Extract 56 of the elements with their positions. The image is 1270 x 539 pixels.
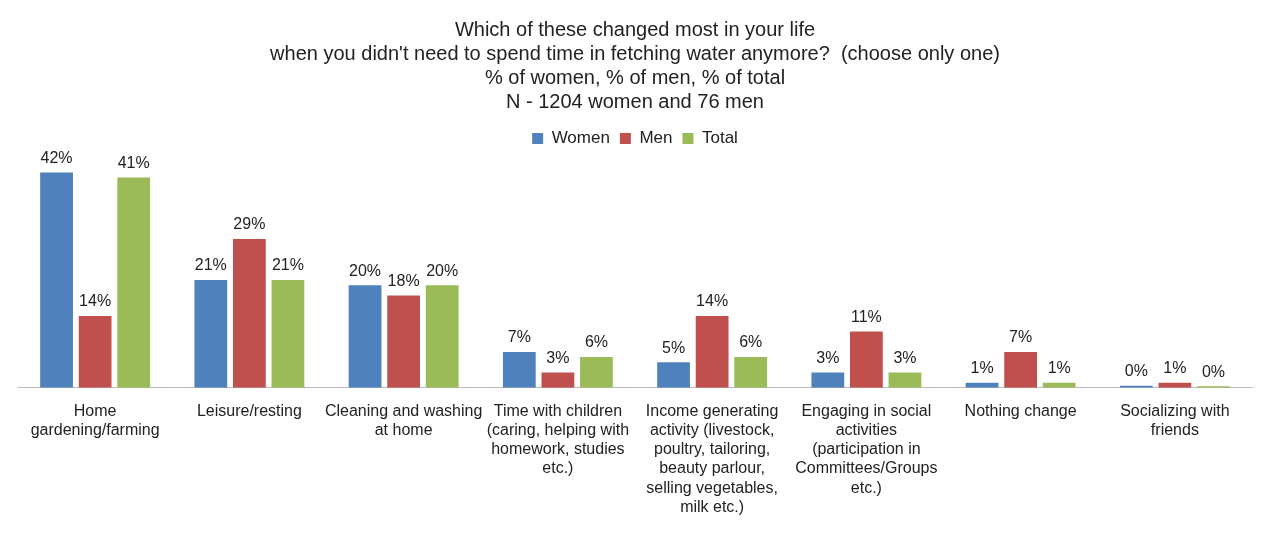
data-label: 0% [1124,362,1148,380]
bar [580,357,613,388]
data-label: 20% [349,261,382,279]
bar [734,357,768,388]
bar [78,316,112,388]
x-tick-label: Home gardening/farming [30,401,160,439]
data-label: 3% [816,348,840,366]
data-label: 3% [893,348,917,366]
data-label: 1% [1047,359,1071,377]
data-label: 29% [233,215,266,233]
bar [502,351,536,388]
data-label: 21% [271,256,304,274]
bar [1004,351,1038,388]
data-label: 42% [40,148,73,166]
data-label: 6% [584,333,608,351]
bar [232,239,266,388]
data-label: 41% [117,153,150,171]
data-label: 6% [739,333,763,351]
bar [40,172,73,388]
x-tick-label: Nothing change [964,401,1077,419]
bar [657,362,690,388]
x-tick-label: Leisure/resting [196,401,302,419]
x-tick-label: Socializing with friends [1120,401,1230,439]
legend-label: Women [551,128,610,148]
data-label: 7% [1009,328,1033,346]
bar [888,372,922,388]
bar [348,285,382,388]
bar [541,372,575,388]
data-label: 3% [546,348,570,366]
chart-title: Which of these changed most in your life when you didn't need to spend time in fetching water anymore? (choose only one) [269,17,1000,64]
data-label: 14% [696,292,729,310]
bar [194,280,228,388]
x-tick-label: Time with children (caring, helping with homework, studies etc.) [486,401,630,477]
chart-subtitle: % of women, % of men, % of total N - 1204 women and 76 men [484,65,786,112]
bar [425,285,459,388]
data-label: 0% [1201,362,1225,380]
data-label: 18% [387,271,420,289]
x-tick-label: Engaging in social activities (participation in Committees/Groups etc.) [795,401,938,496]
legend-label: Total [701,128,738,148]
legend-label: Men [639,128,673,148]
bar [849,331,883,388]
data-label: 11% [850,307,882,325]
data-label: 7% [507,328,531,346]
data-label: 5% [662,338,686,356]
bar [695,316,729,388]
x-tick-label: Income generating activity (livestock, poultry, tailoring, beauty parlour, selling vegetables, milk etc.) [645,401,779,515]
bar [387,295,421,388]
data-label: 14% [79,292,112,310]
data-label: 1% [970,359,994,377]
bar [271,280,305,388]
data-label: 1% [1163,359,1187,377]
bar [811,372,845,388]
data-label: 21% [194,256,227,274]
data-label: 20% [426,261,459,279]
bar [117,177,151,388]
x-tick-label: Cleaning and washing at home [324,401,483,439]
